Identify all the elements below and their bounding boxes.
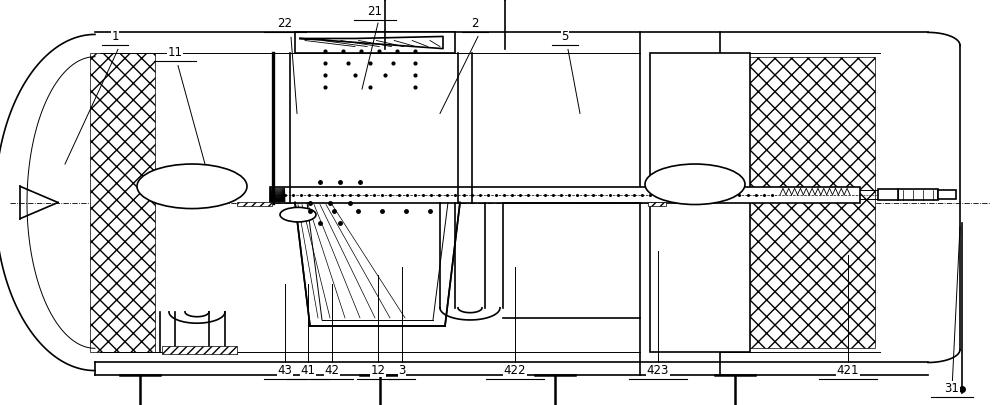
Text: 5: 5 xyxy=(561,30,569,43)
Text: 422: 422 xyxy=(504,364,526,377)
Bar xyxy=(878,189,898,200)
Bar xyxy=(938,190,956,199)
Bar xyxy=(162,346,237,354)
Text: 11: 11 xyxy=(168,46,182,59)
Bar xyxy=(237,202,272,206)
Circle shape xyxy=(137,164,247,209)
Bar xyxy=(295,32,455,53)
Bar xyxy=(650,53,750,352)
Text: 423: 423 xyxy=(647,364,669,377)
Polygon shape xyxy=(300,36,443,49)
Text: 22: 22 xyxy=(278,17,292,30)
Text: 31: 31 xyxy=(945,382,959,395)
Text: 42: 42 xyxy=(324,364,340,377)
Bar xyxy=(898,189,938,200)
Text: 3: 3 xyxy=(398,364,406,377)
Bar xyxy=(648,202,666,206)
Polygon shape xyxy=(295,202,460,326)
Text: 43: 43 xyxy=(278,364,292,377)
Bar xyxy=(270,187,860,202)
Text: 21: 21 xyxy=(368,5,382,18)
Text: 1: 1 xyxy=(111,30,119,43)
Text: 421: 421 xyxy=(837,364,859,377)
Text: 12: 12 xyxy=(370,364,386,377)
Bar xyxy=(725,57,875,348)
Bar xyxy=(90,53,155,352)
Circle shape xyxy=(645,164,745,205)
Circle shape xyxy=(280,207,316,222)
Text: 2: 2 xyxy=(471,17,479,30)
Text: 41: 41 xyxy=(300,364,316,377)
